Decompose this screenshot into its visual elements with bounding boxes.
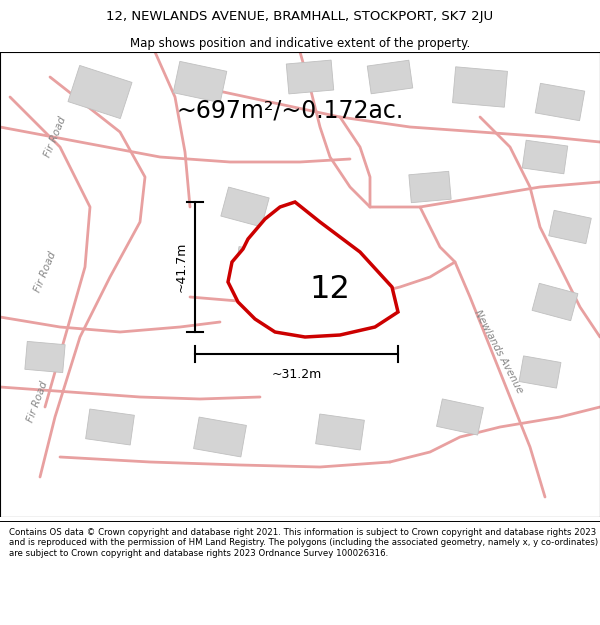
- Bar: [86, 409, 134, 445]
- Bar: [452, 67, 508, 108]
- Bar: [535, 83, 585, 121]
- Text: Newlands Avenue: Newlands Avenue: [472, 309, 524, 396]
- Text: ~31.2m: ~31.2m: [271, 368, 322, 381]
- Bar: [173, 61, 227, 102]
- Text: ~697m²/~0.172ac.: ~697m²/~0.172ac.: [176, 99, 404, 123]
- Bar: [286, 60, 334, 94]
- Text: Map shows position and indicative extent of the property.: Map shows position and indicative extent…: [130, 38, 470, 51]
- Text: ~41.7m: ~41.7m: [175, 242, 187, 292]
- Text: 12: 12: [310, 274, 350, 304]
- Bar: [409, 171, 451, 202]
- Text: 12, NEWLANDS AVENUE, BRAMHALL, STOCKPORT, SK7 2JU: 12, NEWLANDS AVENUE, BRAMHALL, STOCKPORT…: [106, 11, 494, 23]
- Bar: [367, 60, 413, 94]
- Bar: [221, 187, 269, 227]
- Bar: [316, 414, 364, 450]
- Text: Fir Road: Fir Road: [26, 380, 50, 424]
- Bar: [549, 211, 591, 244]
- Text: Fir Road: Fir Road: [43, 115, 68, 159]
- Polygon shape: [228, 202, 398, 337]
- Bar: [522, 140, 568, 174]
- Bar: [519, 356, 561, 388]
- Bar: [68, 66, 132, 119]
- Bar: [532, 283, 578, 321]
- Bar: [235, 247, 275, 278]
- Bar: [437, 399, 484, 435]
- Text: Contains OS data © Crown copyright and database right 2021. This information is : Contains OS data © Crown copyright and d…: [9, 528, 598, 558]
- Bar: [25, 341, 65, 372]
- Bar: [194, 417, 247, 457]
- Text: Fir Road: Fir Road: [32, 250, 58, 294]
